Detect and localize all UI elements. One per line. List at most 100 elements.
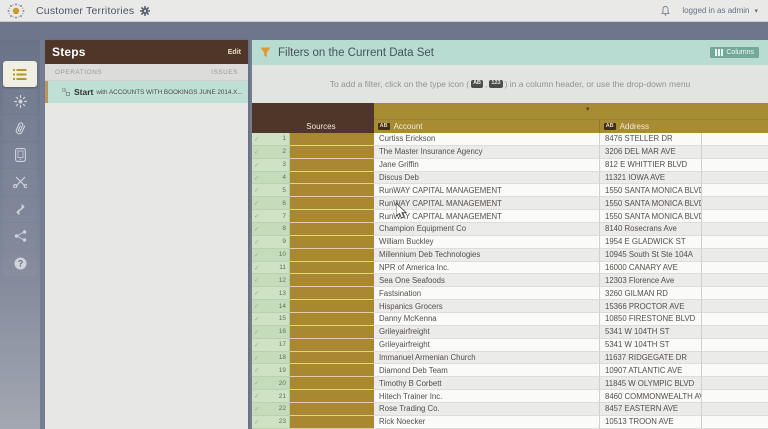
notifications-bell-icon[interactable]	[661, 5, 671, 16]
table-row[interactable]: ✓ 20 Timothy B Corbett 11845 W OLYMPIC BLVD	[252, 377, 768, 391]
table-row[interactable]: ✓ 8 Champion Equipment Co 8140 Rosecrans Av…	[252, 223, 768, 236]
account-column-header[interactable]: AB Account	[373, 119, 599, 133]
table-row[interactable]: ✓ 21 Hitech Trainer Inc. 8460 COMMONWEALTH …	[252, 390, 768, 404]
sidebar-item-attachments[interactable]	[3, 115, 37, 141]
table-row[interactable]: ✓ 11 NPR of America Inc. 16000 CANARY AVE	[252, 261, 768, 275]
table-row[interactable]: ✓ 22 Rose Trading Co. 8457 EASTERN AVE	[252, 403, 768, 416]
row-number-cell[interactable]: ✓ 5	[252, 184, 290, 198]
source-indicator-bar[interactable]	[290, 158, 374, 172]
account-cell[interactable]: Diamond Deb Team	[374, 364, 600, 378]
table-row[interactable]: ✓ 15 Danny McKenna 10850 FIRESTONE BLVD	[252, 313, 768, 326]
steps-edit-button[interactable]: Edit	[227, 48, 241, 56]
account-cell[interactable]: Curtiss Erickson	[374, 133, 600, 146]
source-indicator-bar[interactable]	[290, 300, 374, 314]
row-number-cell[interactable]: ✓ 11	[252, 261, 290, 275]
account-cell[interactable]: Fastsination	[374, 287, 600, 301]
account-cell[interactable]: Hitech Trainer Inc.	[374, 390, 600, 404]
table-row[interactable]: ✓ 4 Discus Deb 11321 IOWA AVE	[252, 171, 768, 185]
source-indicator-bar[interactable]	[290, 390, 374, 404]
address-type-badge[interactable]: AB	[603, 122, 616, 131]
address-cell[interactable]: 12303 Florence Ave	[600, 274, 702, 288]
row-number-cell[interactable]: ✓ 2	[252, 145, 290, 159]
account-cell[interactable]: Jane Griffin	[374, 158, 600, 172]
source-indicator-bar[interactable]	[290, 248, 374, 262]
account-cell[interactable]: Danny McKenna	[374, 313, 600, 326]
account-cell[interactable]: Grileyairfreight	[374, 325, 600, 339]
table-row[interactable]: ✓ 10 Millennium Deb Technologies 10945 Sout…	[252, 248, 768, 262]
source-indicator-bar[interactable]	[290, 184, 374, 198]
address-cell[interactable]: 10945 South St Ste 104A	[600, 248, 702, 262]
table-row[interactable]: ✓ 6 RunWAY CAPITAL MANAGEMENT 1550 SANTA MO…	[252, 197, 768, 211]
user-menu-chevron-down-icon[interactable]: ▾	[754, 7, 758, 15]
sidebar-item-dataset[interactable]	[3, 142, 37, 168]
address-cell[interactable]: 11845 W OLYMPIC BLVD	[600, 377, 702, 391]
address-cell[interactable]: 8476 STELLER DR	[600, 133, 702, 146]
project-settings-gear-icon[interactable]	[140, 5, 151, 16]
account-cell[interactable]: William Buckley	[374, 235, 600, 249]
table-row[interactable]: ✓ 7 RunWAY CAPITAL MANAGEMENT 1550 SANTA MO…	[252, 210, 768, 224]
address-cell[interactable]: 15366 PROCTOR AVE	[600, 300, 702, 314]
sidebar-item-cut[interactable]	[3, 169, 37, 195]
address-cell[interactable]: 5341 W 104TH ST	[600, 325, 702, 339]
address-cell[interactable]: 5341 W 104TH ST	[600, 338, 702, 352]
row-number-cell[interactable]: ✓ 19	[252, 364, 290, 378]
address-cell[interactable]: 3206 DEL MAR AVE	[600, 145, 702, 159]
address-cell[interactable]: 10850 FIRESTONE BLVD	[600, 313, 702, 326]
source-indicator-bar[interactable]	[290, 325, 374, 339]
sidebar-item-expand[interactable]	[3, 196, 37, 222]
row-number-cell[interactable]: ✓ 20	[252, 377, 290, 391]
source-indicator-bar[interactable]	[290, 351, 374, 365]
address-cell[interactable]: 1550 SANTA MONICA BLVD	[600, 184, 702, 198]
address-cell[interactable]: 1550 SANTA MONICA BLVD	[600, 197, 702, 211]
address-column-header[interactable]: AB Address	[598, 119, 768, 133]
row-number-cell[interactable]: ✓ 1	[252, 133, 290, 146]
source-indicator-bar[interactable]	[290, 133, 374, 146]
address-cell[interactable]: 3260 GILMAN RD	[600, 287, 702, 301]
source-indicator-bar[interactable]	[290, 415, 374, 429]
account-column-menu-chevron-down-icon[interactable]: ▾	[586, 106, 590, 113]
account-cell[interactable]: Millennium Deb Technologies	[374, 248, 600, 262]
address-cell[interactable]: 10513 TROON AVE	[600, 415, 702, 429]
address-cell[interactable]: 11321 IOWA AVE	[600, 171, 702, 185]
source-indicator-bar[interactable]	[290, 313, 374, 326]
row-number-cell[interactable]: ✓ 16	[252, 325, 290, 339]
user-menu[interactable]: logged in as admin	[682, 6, 750, 15]
source-indicator-bar[interactable]	[290, 235, 374, 249]
address-cell[interactable]: 812 E WHITTIER BLVD	[600, 158, 702, 172]
row-number-cell[interactable]: ✓ 14	[252, 300, 290, 314]
table-row[interactable]: ✓ 12 Sea One Seafoods 12303 Florence Ave	[252, 274, 768, 288]
address-cell[interactable]: 8457 EASTERN AVE	[600, 403, 702, 416]
row-number-cell[interactable]: ✓ 7	[252, 210, 290, 224]
step-start-row[interactable]: Start with ACCOUNTS WITH BOOKINGS JUNE 2…	[45, 81, 248, 103]
account-cell[interactable]: Sea One Seafoods	[374, 274, 600, 288]
account-cell[interactable]: Discus Deb	[374, 171, 600, 185]
address-cell[interactable]: 1954 E GLADWICK ST	[600, 235, 702, 249]
address-cell[interactable]: 10907 ATLANTIC AVE	[600, 364, 702, 378]
sidebar-item-settings[interactable]	[3, 88, 37, 114]
table-row[interactable]: ✓ 2 The Master Insurance Agency 3206 DEL MA…	[252, 145, 768, 159]
sidebar-item-steps[interactable]	[3, 61, 37, 87]
address-cell[interactable]: 8140 Rosecrans Ave	[600, 223, 702, 236]
row-number-cell[interactable]: ✓ 13	[252, 287, 290, 301]
source-indicator-bar[interactable]	[290, 403, 374, 416]
table-row[interactable]: ✓ 18 Immanuel Armenian Church 11637 RIDGEGA…	[252, 351, 768, 365]
account-cell[interactable]: Immanuel Armenian Church	[374, 351, 600, 365]
address-cell[interactable]: 11637 RIDGEGATE DR	[600, 351, 702, 365]
table-row[interactable]: ✓ 3 Jane Griffin 812 E WHITTIER BLVD	[252, 158, 768, 172]
table-row[interactable]: ✓ 23 Rick Noecker 10513 TROON AVE	[252, 415, 768, 429]
account-cell[interactable]: NPR of America Inc.	[374, 261, 600, 275]
row-number-cell[interactable]: ✓ 15	[252, 313, 290, 326]
row-number-cell[interactable]: ✓ 4	[252, 171, 290, 185]
account-type-badge[interactable]: AB	[377, 122, 390, 131]
row-number-cell[interactable]: ✓ 18	[252, 351, 290, 365]
source-indicator-bar[interactable]	[290, 364, 374, 378]
source-indicator-bar[interactable]	[290, 377, 374, 391]
source-indicator-bar[interactable]	[290, 210, 374, 224]
source-indicator-bar[interactable]	[290, 197, 374, 211]
row-number-cell[interactable]: ✓ 23	[252, 415, 290, 429]
table-row[interactable]: ✓ 16 Grileyairfreight 5341 W 104TH ST	[252, 325, 768, 339]
table-row[interactable]: ✓ 5 RunWAY CAPITAL MANAGEMENT 1550 SANTA MO…	[252, 184, 768, 198]
address-cell[interactable]: 1550 SANTA MONICA BLVD	[600, 210, 702, 224]
account-cell[interactable]: Champion Equipment Co	[374, 223, 600, 236]
row-number-cell[interactable]: ✓ 21	[252, 390, 290, 404]
